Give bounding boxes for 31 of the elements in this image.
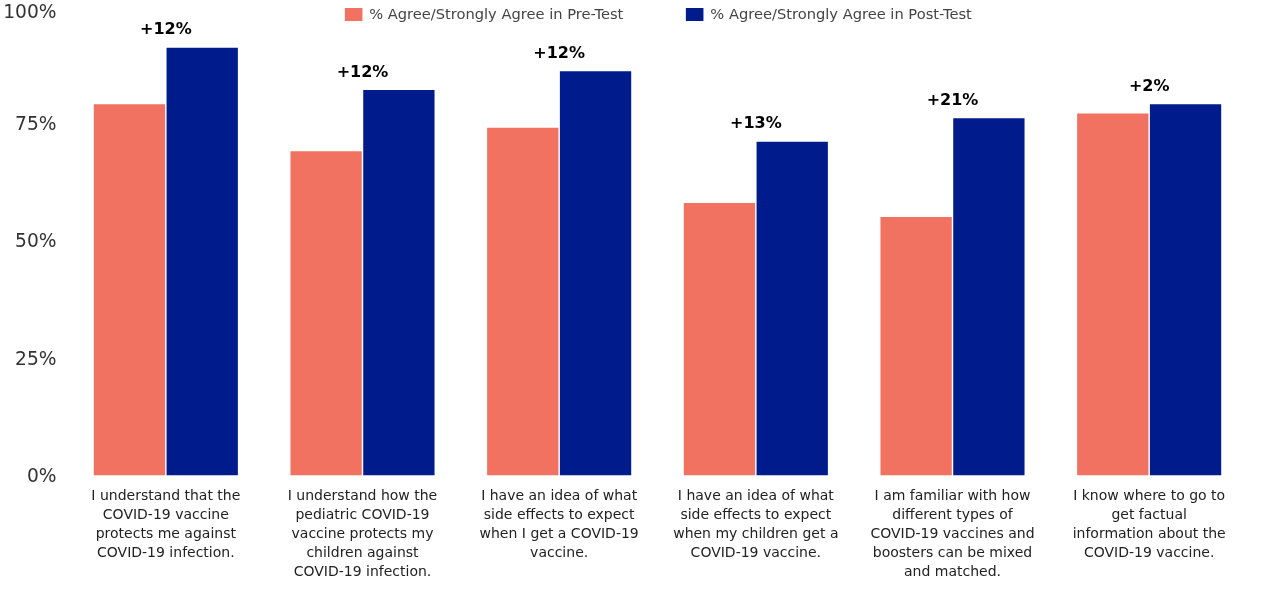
bar — [290, 151, 362, 476]
bar — [1149, 104, 1222, 476]
legend-label: % Agree/Strongly Agree in Pre-Test — [369, 5, 624, 22]
bar — [363, 90, 435, 476]
bar — [166, 47, 238, 476]
annotation: +12% — [336, 61, 389, 81]
bar — [880, 217, 952, 476]
y-tick-label: 100% — [3, 0, 57, 22]
bar — [683, 202, 756, 476]
annotation: +2% — [1128, 75, 1170, 95]
bar — [487, 127, 559, 476]
bar — [93, 104, 166, 476]
y-tick-label: 75% — [15, 112, 57, 134]
bar — [756, 141, 828, 476]
annotation: +12% — [533, 42, 586, 62]
x-tick-label: I know where to go to get factual information about the COVID-19 vaccine. — [1072, 486, 1226, 561]
x-tick-label: I understand that the COVID-19 vaccine protects me against COVID-19 infection. — [91, 486, 241, 561]
y-tick-label: 50% — [15, 230, 57, 251]
bar — [559, 71, 632, 476]
annotation: +13% — [729, 113, 782, 133]
x-tick-label: I have an idea of what side effects to expect when I get a COVID-19 vaccine. — [479, 486, 639, 561]
x-tick-label: I am familiar with how different types of COVID-19 vaccines and boosters can be mixed and matched. — [870, 486, 1035, 580]
bar — [953, 118, 1025, 476]
annotation: +21% — [926, 89, 979, 109]
bar — [1077, 113, 1149, 476]
x-tick-label: I have an idea of what side effects to expect when my children get a COVID-19 vaccine. — [673, 486, 839, 561]
annotation: +12% — [139, 19, 192, 39]
x-tick-label: I understand how the pediatric COVID-19 vaccine protects my children against COVID-19 infection. — [287, 486, 438, 580]
y-tick-label: 25% — [15, 347, 57, 369]
y-tick-label: 0% — [26, 465, 57, 486]
legend-label: % Agree/Strongly Agree in Post-Test — [710, 5, 972, 22]
